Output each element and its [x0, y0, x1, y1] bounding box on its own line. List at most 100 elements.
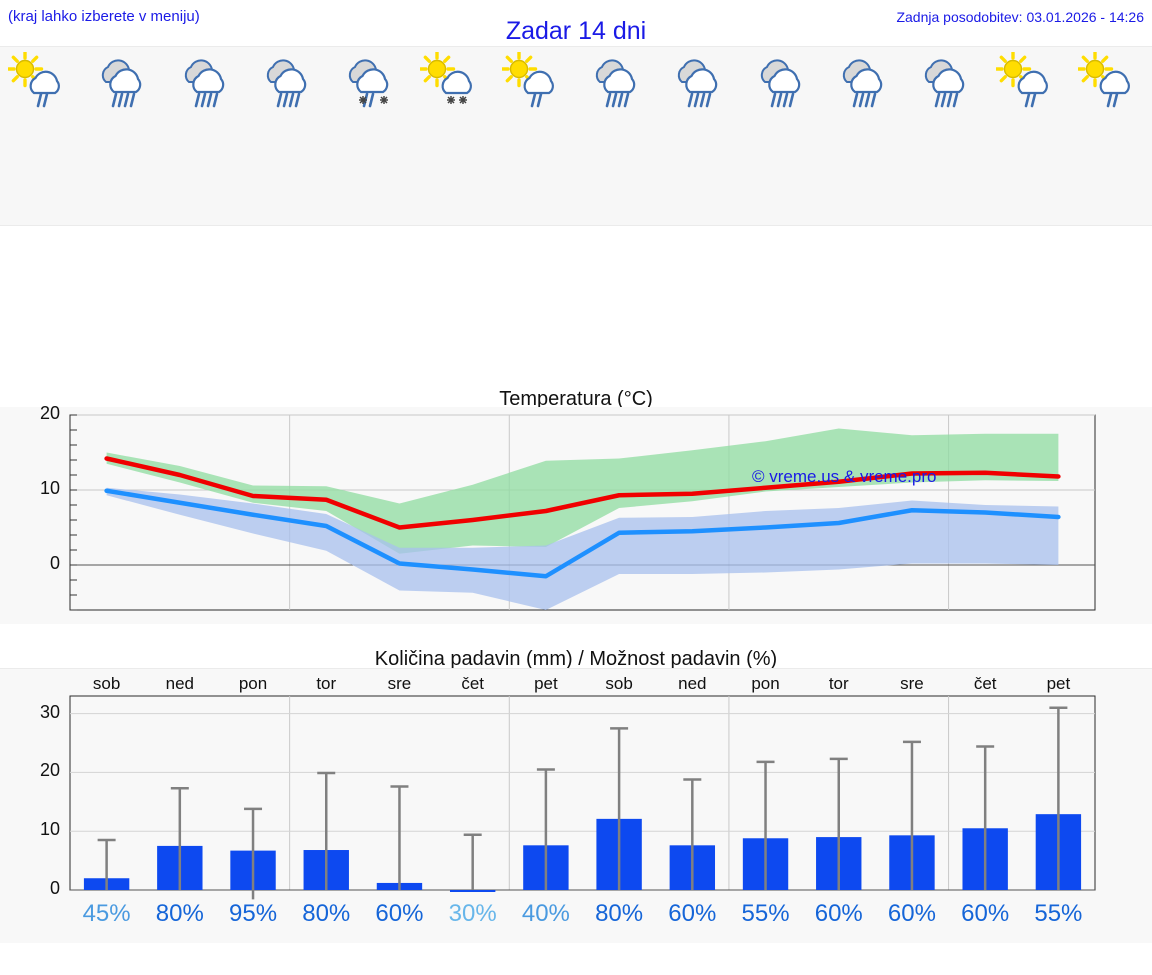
cloud-rain-snow-icon: [337, 52, 403, 110]
precipitation-bar: [523, 845, 569, 890]
precipitation-bar: [816, 837, 862, 890]
precipitation-bar: [669, 845, 716, 890]
rain-drops: [194, 92, 219, 108]
precipitation-bar: [962, 828, 1008, 890]
precipitation-bar: [230, 850, 276, 890]
day-column-14.01[interactable]: [905, 47, 987, 225]
day-column-10.01[interactable]: [576, 47, 658, 225]
precipitation-probability: 80%: [302, 900, 351, 927]
cloud-rain-icon: [749, 52, 815, 110]
sun-cloud-snow-icon: [419, 52, 486, 110]
rain-drops: [934, 92, 959, 108]
day-column-15.01[interactable]: [987, 47, 1069, 225]
last-updated-text: Zadnja posodobitev: 03.01.2026 - 14:26: [896, 9, 1144, 25]
precipitation-day-label: sob: [92, 674, 121, 693]
sun-cloud-rain-icon: [995, 52, 1062, 110]
snow-flakes: [359, 96, 368, 104]
precipitation-probability: 45%: [82, 900, 131, 927]
day-column-05.01[interactable]: [165, 47, 247, 225]
cloud-rain-icon: [831, 52, 897, 110]
precipitation-day-label: sre: [387, 674, 412, 693]
sun-cloud-rain-icon: [8, 52, 74, 110]
rain-drops: [1106, 92, 1119, 108]
precipitation-probability: 40%: [521, 900, 570, 927]
temperature-y-tick: 0: [49, 553, 60, 573]
temperature-chart-title: Temperatura (°C): [499, 388, 653, 410]
day-column-13.01[interactable]: [823, 47, 905, 225]
day-column-08.01[interactable]: [411, 47, 493, 225]
precipitation-probability: 80%: [595, 900, 644, 927]
rain-drops: [770, 92, 794, 108]
menu-hint: (kraj lahko izberete v meniju): [8, 8, 200, 25]
temperature-y-tick: 10: [39, 478, 60, 498]
cloud-rain-icon: [666, 52, 732, 110]
precipitation-chart-background: [0, 668, 1152, 943]
precipitation-probability: 95%: [229, 900, 278, 927]
precipitation-bar: [889, 835, 935, 890]
temperature-line-0: [104, 456, 1061, 530]
precipitation-y-tick: 30: [39, 701, 60, 722]
temperature-chart-background: [0, 407, 1152, 624]
precipitation-probability: 60%: [961, 900, 1010, 927]
page-header: (kraj lahko izberete v meniju) Zadar 14 …: [0, 0, 1152, 46]
snow-flakes: [458, 96, 467, 104]
day-column-04.01[interactable]: [82, 47, 164, 225]
cloud-rain-icon: [173, 52, 239, 110]
precipitation-probability: 80%: [155, 900, 204, 927]
precipitation-day-label: ned: [678, 674, 707, 693]
rain-drops: [530, 92, 543, 108]
rain-drops: [276, 92, 301, 108]
precipitation-bar: [83, 878, 130, 890]
precipitation-day-label: čet: [461, 674, 485, 693]
precipitation-day-label: sob: [605, 674, 633, 693]
precipitation-bar: [376, 882, 423, 890]
precipitation-probability: 60%: [887, 900, 936, 927]
precipitation-y-tick: 20: [39, 760, 60, 781]
day-column-07.01[interactable]: [329, 47, 411, 225]
watermark-text: © vreme.us & vreme.pro: [752, 467, 937, 486]
snow-flakes: [380, 96, 389, 104]
precipitation-day-label: sre: [900, 674, 924, 693]
precipitation-bar: [303, 850, 349, 890]
sun-glyph: [8, 52, 44, 88]
temperature-range-band-0: [106, 428, 1059, 554]
cloud-rain-icon: [584, 52, 650, 110]
day-column-12.01[interactable]: [741, 47, 823, 225]
precipitation-y-tick: 10: [39, 819, 60, 840]
precipitation-day-label: pon: [751, 674, 780, 693]
precipitation-probability: 60%: [814, 900, 863, 927]
precipitation-day-label: pet: [1046, 674, 1071, 693]
cloud-rain-icon: [255, 52, 321, 110]
precipitation-probability: 60%: [668, 900, 717, 927]
snow-flakes: [446, 96, 455, 104]
precipitation-bar: [449, 890, 496, 892]
temperature-range-band-1: [106, 487, 1059, 610]
precipitation-day-label: čet: [973, 674, 997, 693]
rain-drops: [688, 92, 712, 108]
precipitation-probability: 55%: [1034, 900, 1083, 927]
day-column-09.01[interactable]: [494, 47, 576, 225]
rain-drops: [1024, 92, 1036, 108]
rain-drops: [605, 92, 630, 108]
precipitation-day-label: pon: [238, 674, 268, 693]
rain-drops: [112, 92, 136, 108]
precipitation-probability: 30%: [448, 900, 497, 927]
precipitation-bar: [157, 845, 203, 890]
sun-cloud-rain-icon: [501, 52, 568, 110]
rain-drops: [36, 92, 49, 108]
precipitation-bar: [1035, 814, 1082, 890]
rain-drops: [852, 92, 877, 108]
day-column-03.01[interactable]: [0, 47, 82, 225]
day-column-06.01[interactable]: [247, 47, 329, 225]
precipitation-bar: [596, 818, 642, 890]
cloud-rain-icon: [90, 52, 156, 110]
day-column-11.01[interactable]: [658, 47, 740, 225]
day-column-16.01[interactable]: [1070, 47, 1152, 225]
page-title: Zadar 14 dni: [505, 17, 647, 45]
cloud-rain-icon: [913, 52, 979, 110]
precipitation-day-label: tor: [828, 674, 849, 693]
precipitation-y-tick: 0: [49, 878, 60, 898]
precipitation-bar: [742, 838, 789, 890]
precipitation-day-label: tor: [316, 674, 337, 693]
precipitation-day-label: pet: [534, 674, 558, 693]
